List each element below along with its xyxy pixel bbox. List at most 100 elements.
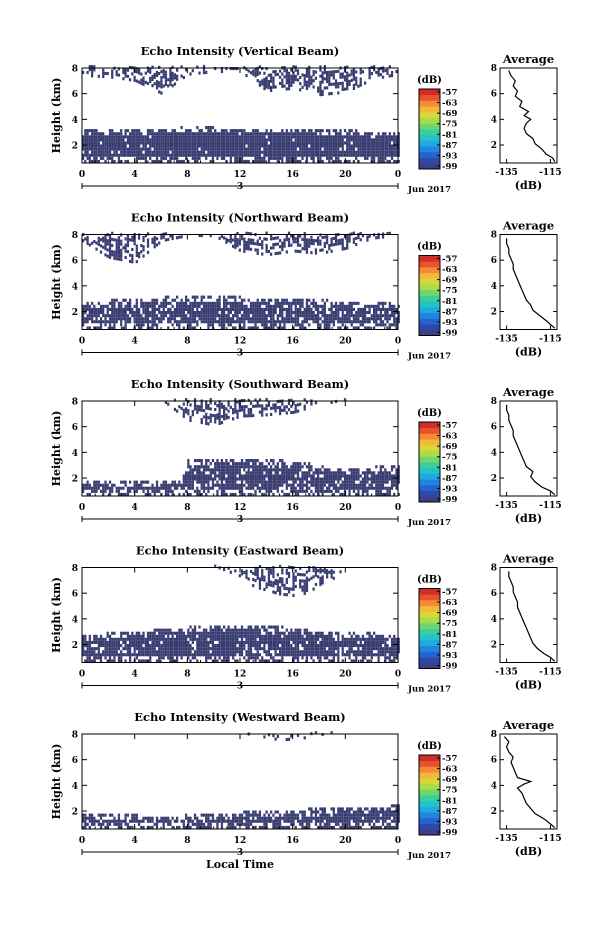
heatmap-cell [330, 320, 333, 324]
heatmap-cell [223, 295, 226, 299]
heatmap-cell [176, 301, 179, 305]
heatmap-cell [341, 150, 344, 154]
heatmap-cell [379, 138, 382, 142]
heatmap-cell [240, 459, 244, 463]
heatmap-cell [214, 304, 217, 308]
heatmap-cell [91, 150, 94, 154]
heatmap-cell [305, 480, 309, 484]
heatmap-cell [191, 141, 194, 145]
heatmap-cell [131, 653, 134, 657]
heatmap-cell [368, 483, 371, 487]
heatmap-cell [305, 400, 309, 404]
heatmap-cell [384, 311, 387, 315]
heatmap-cell [384, 314, 387, 318]
heatmap-cell [162, 150, 165, 154]
heatmap-cell [296, 492, 300, 496]
heatmap-cell [205, 628, 208, 632]
heatmap-cell [180, 628, 183, 632]
heatmap-cell [108, 237, 112, 241]
heatmap-cell [305, 489, 309, 493]
heatmap-cell [285, 135, 288, 139]
heatmap-cell [160, 653, 163, 657]
heatmap-cell [234, 398, 237, 402]
heatmap-cell [334, 307, 338, 311]
heatmap-cell [169, 153, 172, 157]
heatmap-cell [270, 129, 273, 133]
heatmap-cell [240, 129, 244, 133]
heatmap-cell [218, 317, 221, 321]
heatmap-cell [164, 298, 168, 302]
heatmap-cell [283, 238, 286, 242]
heatmap-cell [276, 483, 279, 487]
heatmap-cell [240, 135, 244, 139]
heatmap-cell [220, 405, 224, 409]
heatmap-cell [162, 307, 165, 311]
heatmap-cell [292, 144, 295, 148]
heatmap-cell [238, 468, 241, 472]
heatmap-cell [158, 241, 161, 245]
heatmap-cell [104, 153, 107, 157]
heatmap-cell [131, 138, 134, 142]
average-x-tick-label: -135 [495, 335, 518, 345]
heatmap-cell [393, 483, 396, 487]
heatmap-cell [120, 644, 123, 648]
average-x-axis-label: (dB) [515, 179, 542, 192]
heatmap-cell [193, 656, 197, 660]
heatmap-cell [187, 307, 190, 311]
heatmap-cell [310, 141, 313, 145]
heatmap-cell [270, 237, 273, 241]
heatmap-cell [82, 304, 85, 308]
heatmap-cell [274, 483, 277, 487]
heatmap-cell [299, 144, 302, 148]
heatmap-cell [258, 398, 262, 402]
heatmap-cell [117, 141, 121, 145]
heatmap-cell [227, 320, 230, 324]
heatmap-cell [261, 138, 264, 142]
heatmap-cell [303, 477, 306, 481]
heatmap-cell [99, 250, 103, 254]
heatmap-cell [263, 237, 266, 241]
heatmap-cell [144, 80, 147, 84]
heatmap-cell [366, 317, 369, 321]
heatmap-cell [381, 301, 385, 305]
heatmap-cell [328, 153, 331, 157]
average-frame [499, 234, 558, 330]
y-tick-label: 8 [72, 398, 78, 408]
heatmap-cell [129, 634, 132, 638]
heatmap-cell [299, 311, 302, 315]
heatmap-cell [388, 314, 391, 318]
heatmap-cell [337, 242, 340, 246]
heatmap-cell [252, 69, 255, 73]
heatmap-cell [115, 320, 118, 324]
heatmap-cell [312, 320, 315, 324]
heatmap-cell [234, 401, 237, 405]
heatmap-cell [189, 647, 192, 651]
heatmap-cell [211, 135, 215, 139]
heatmap-cell [319, 477, 322, 481]
heatmap-cell [106, 311, 109, 315]
heatmap-cell [390, 465, 394, 469]
heatmap-cell [279, 405, 282, 409]
heatmap-cell [296, 237, 300, 241]
heatmap-cell [167, 78, 170, 82]
heatmap-cell [115, 147, 118, 151]
heatmap-cell [236, 483, 239, 487]
heatmap-cell [245, 67, 248, 71]
heatmap-cell [375, 465, 378, 469]
heatmap-cell [158, 659, 161, 663]
heatmap-cell [270, 406, 273, 410]
heatmap-cell [240, 138, 244, 142]
heatmap-cell [111, 483, 114, 487]
heatmap-cell [178, 483, 181, 487]
heatmap-cell [196, 465, 199, 469]
heatmap-cell [153, 650, 156, 654]
heatmap-cell [361, 320, 365, 324]
heatmap-cell [364, 307, 367, 311]
heatmap-cell [211, 414, 215, 418]
heatmap-cell [317, 239, 320, 243]
heatmap-cell [180, 314, 183, 318]
heatmap-cell [348, 239, 351, 243]
heatmap-cell [274, 132, 277, 136]
heatmap-cell [323, 320, 326, 324]
heatmap-cell [328, 129, 331, 133]
